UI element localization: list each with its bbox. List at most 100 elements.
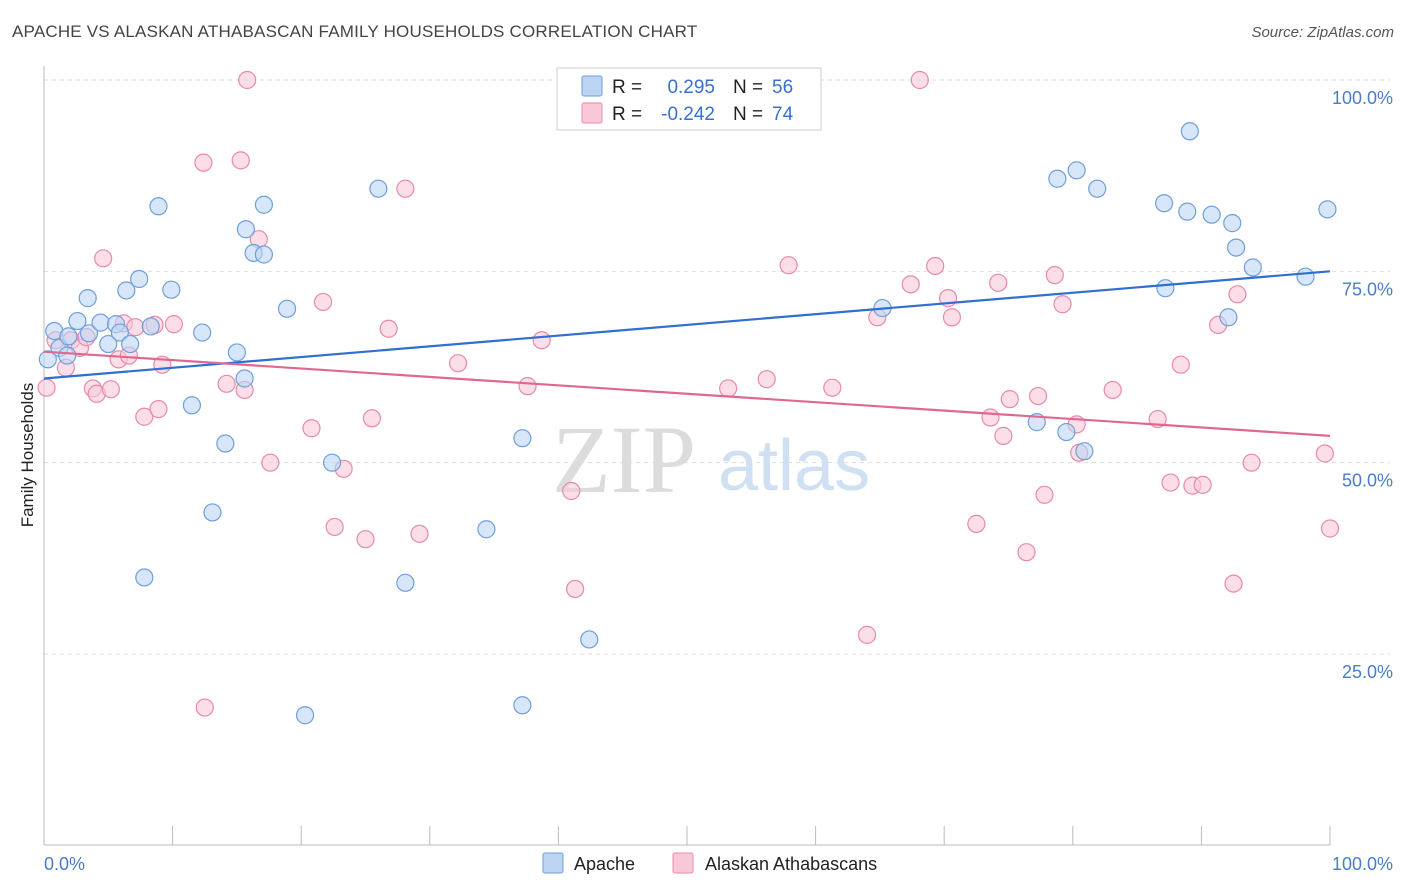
apache-point-3 <box>58 346 77 365</box>
apache-points <box>38 122 1337 725</box>
apache-point-32 <box>369 179 388 198</box>
athabascan-point-60 <box>1045 266 1064 285</box>
athabascan-point-9 <box>101 380 120 399</box>
watermark: ZIP atlas <box>552 406 870 513</box>
athabascan-point-45 <box>857 625 877 644</box>
athabascan-point-41 <box>719 379 738 398</box>
athabascan-point-32 <box>362 409 382 428</box>
legend-n-label-apache: N = <box>733 77 763 98</box>
athabascan-point-8 <box>94 249 113 268</box>
athabascan-point-66 <box>1161 473 1180 492</box>
athabascan-point-59 <box>1035 485 1054 504</box>
apache-point-49 <box>1202 205 1221 224</box>
athabascan-point-55 <box>994 426 1013 445</box>
watermark-atlas: atlas <box>718 426 870 506</box>
apache-point-27 <box>254 195 274 214</box>
athabascan-point-36 <box>448 354 468 373</box>
athabascan-point-67 <box>1171 355 1190 374</box>
apache-point-41 <box>1057 422 1076 442</box>
athabascan-point-18 <box>164 315 183 334</box>
apache-point-47 <box>1178 202 1197 221</box>
athabascan-point-19 <box>194 153 213 172</box>
athabascan-point-57 <box>1017 543 1036 562</box>
legend-swatch-athabascan <box>581 102 603 124</box>
apache-point-48 <box>1180 122 1199 141</box>
apache-point-43 <box>1075 442 1094 461</box>
athabascan-point-40 <box>566 579 585 599</box>
apache-point-22 <box>216 434 235 453</box>
axes <box>43 66 1331 846</box>
series-legend-athabascan: Alaskan Athabascans <box>705 854 877 874</box>
apache-point-8 <box>91 313 110 332</box>
athabascan-point-56 <box>1000 390 1019 409</box>
apache-point-20 <box>193 323 212 342</box>
athabascan-point-29 <box>325 517 344 537</box>
trend-lines <box>43 270 1331 437</box>
apache-point-40 <box>1048 169 1067 188</box>
apache-point-23 <box>227 343 246 362</box>
athabascan-point-13 <box>126 318 145 337</box>
apache-point-14 <box>130 269 149 289</box>
athabascan-point-69 <box>1193 475 1212 494</box>
athabascan-point-37 <box>518 377 537 396</box>
apache-point-36 <box>513 696 532 715</box>
athabascan-point-22 <box>231 151 250 170</box>
athabascan-point-53 <box>981 408 1000 427</box>
apache-point-6 <box>78 289 97 308</box>
athabascan-point-20 <box>195 698 214 717</box>
apache-point-7 <box>79 324 99 343</box>
apache-point-17 <box>149 197 168 216</box>
athabascan-points <box>37 70 1340 717</box>
apache-point-33 <box>396 573 415 592</box>
athabascan-point-49 <box>926 256 945 276</box>
y-tick-label-100: 100.0% <box>1332 88 1393 108</box>
apache-point-16 <box>141 317 160 336</box>
y-tick-label-75: 75.0% <box>1342 279 1393 299</box>
x-tick-label-max: 100.0% <box>1332 854 1393 874</box>
apache-point-29 <box>277 299 297 318</box>
correlation-legend: R = 0.295 N = 56 R = -0.242 N = 74 <box>556 67 822 131</box>
legend-n-value-athabascan: 74 <box>772 104 794 125</box>
athabascan-point-71 <box>1224 574 1243 593</box>
apache-point-31 <box>322 453 342 472</box>
y-axis-title: Family Households <box>18 383 37 528</box>
athabascan-point-74 <box>1315 444 1334 463</box>
athabascan-point-38 <box>532 331 551 350</box>
athabascan-point-54 <box>989 273 1008 292</box>
y-tick-label-50: 50.0% <box>1342 471 1393 491</box>
apache-point-30 <box>295 706 315 725</box>
athabascan-point-61 <box>1053 295 1072 314</box>
athabascan-point-27 <box>302 419 321 438</box>
athabascan-point-31 <box>356 530 375 549</box>
athabascan-point-35 <box>410 524 429 543</box>
apache-point-15 <box>135 568 154 587</box>
athabascan-point-16 <box>149 399 168 419</box>
apache-point-28 <box>254 245 274 264</box>
apache-point-21 <box>203 503 222 522</box>
apache-point-35 <box>513 429 532 448</box>
legend-swatch-apache <box>581 75 603 97</box>
athabascan-point-26 <box>261 453 280 472</box>
apache-point-52 <box>1227 238 1246 257</box>
apache-point-4 <box>59 327 78 346</box>
series-legend: Apache Alaskan Athabascans <box>542 852 877 874</box>
athabascan-point-14 <box>135 407 154 426</box>
apache-point-19 <box>182 396 201 415</box>
apache-point-51 <box>1223 214 1242 233</box>
athabascan-point-64 <box>1103 380 1122 400</box>
apache-point-53 <box>1243 258 1262 277</box>
chart-title: APACHE VS ALASKAN ATHABASCAN FAMILY HOUS… <box>12 22 698 41</box>
apache-point-45 <box>1155 194 1174 213</box>
apache-point-42 <box>1067 161 1086 180</box>
apache-point-54 <box>1296 267 1315 286</box>
series-legend-apache: Apache <box>574 854 635 874</box>
apache-point-5 <box>68 311 87 331</box>
athabascan-point-28 <box>313 292 333 312</box>
athabascan-point-21 <box>217 374 236 393</box>
athabascan-point-72 <box>1228 285 1247 304</box>
apache-point-44 <box>1088 179 1107 198</box>
apache-point-25 <box>236 220 256 239</box>
apache-point-46 <box>1156 279 1175 298</box>
x-tick-labels: 0.0% 100.0% <box>44 854 1393 874</box>
